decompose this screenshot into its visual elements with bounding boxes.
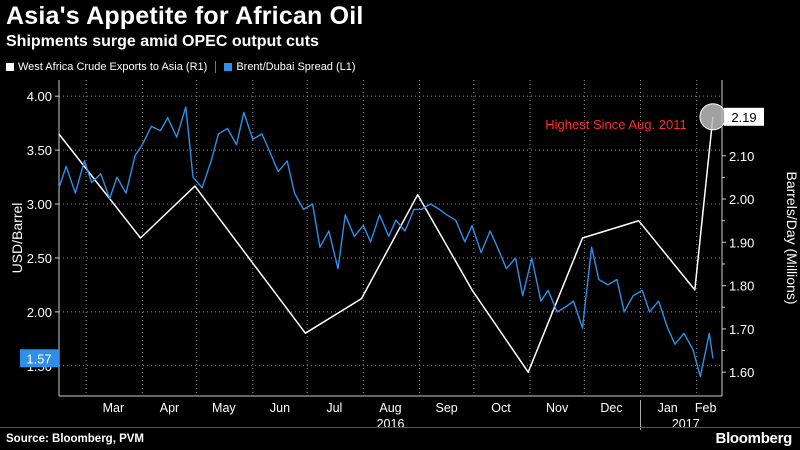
series-line-exports	[58, 116, 714, 373]
annotation-highest: Highest Since Aug. 2011	[545, 117, 686, 132]
x-year-label: 2016	[377, 417, 405, 431]
y-left-tick-label: 4.00	[27, 89, 52, 104]
bloomberg-logo: Bloomberg	[715, 430, 793, 447]
x-tick-label: Jan	[658, 401, 678, 415]
legend-separator	[215, 61, 217, 73]
right-value-box	[724, 107, 764, 126]
y-right-tick-label: 1.90	[729, 235, 754, 250]
x-tick-label: Nov	[546, 401, 569, 415]
chart-subtitle: Shipments surge amid OPEC output cuts	[6, 33, 319, 50]
y-right-tick-label: 1.60	[729, 365, 754, 380]
y-right-tick-label: 1.70	[729, 322, 754, 337]
y-left-tick-label: 2.00	[27, 305, 52, 320]
x-tick-label: Jul	[326, 401, 342, 415]
x-tick-label: Sep	[436, 401, 458, 415]
legend-item-spread: Brent/Dubai Spread (L1)	[224, 61, 356, 73]
y-right-tick-label: 2.00	[729, 192, 754, 207]
x-year-label: 2017	[672, 417, 700, 431]
y-axis-right-title: Barrels/Day (Millions)	[784, 171, 800, 304]
x-tick-label: Jun	[270, 401, 290, 415]
y-right-tick-label: 2.10	[729, 149, 754, 164]
x-tick-label: Aug	[379, 401, 401, 415]
x-tick-label: Feb	[695, 401, 717, 415]
source-note: Source: Bloomberg, PVM	[6, 433, 145, 445]
legend-label-exports: West Africa Crude Exports to Asia (R1)	[18, 61, 208, 73]
x-tick-label: Dec	[600, 401, 622, 415]
chart-title: Asia's Appetite for African Oil	[6, 2, 364, 30]
left-value-label: 1.57	[26, 351, 51, 366]
x-tick-label: Mar	[103, 401, 125, 415]
y-left-tick-label: 3.50	[27, 143, 52, 158]
series-line-spread	[58, 106, 714, 378]
y-left-tick-label: 2.50	[27, 251, 52, 266]
legend-label-spread: Brent/Dubai Spread (L1)	[236, 61, 356, 73]
x-tick-label: May	[212, 401, 236, 415]
left-value-box	[20, 349, 59, 368]
legend-swatch-spread	[224, 63, 233, 71]
x-tick-label: Oct	[491, 401, 511, 415]
legend-swatch-exports	[6, 63, 14, 71]
legend: West Africa Crude Exports to Asia (R1) B…	[6, 61, 356, 73]
legend-item-exports: West Africa Crude Exports to Asia (R1)	[6, 61, 207, 73]
y-axis-left-title: USD/Barrel	[9, 203, 25, 274]
x-tick-label: Apr	[160, 401, 179, 415]
y-right-tick-label: 1.80	[729, 279, 754, 294]
y-left-tick-label: 3.00	[27, 197, 52, 212]
footer-divider	[0, 427, 800, 428]
right-value-label: 2.19	[731, 110, 756, 125]
highlight-circle	[699, 103, 727, 131]
